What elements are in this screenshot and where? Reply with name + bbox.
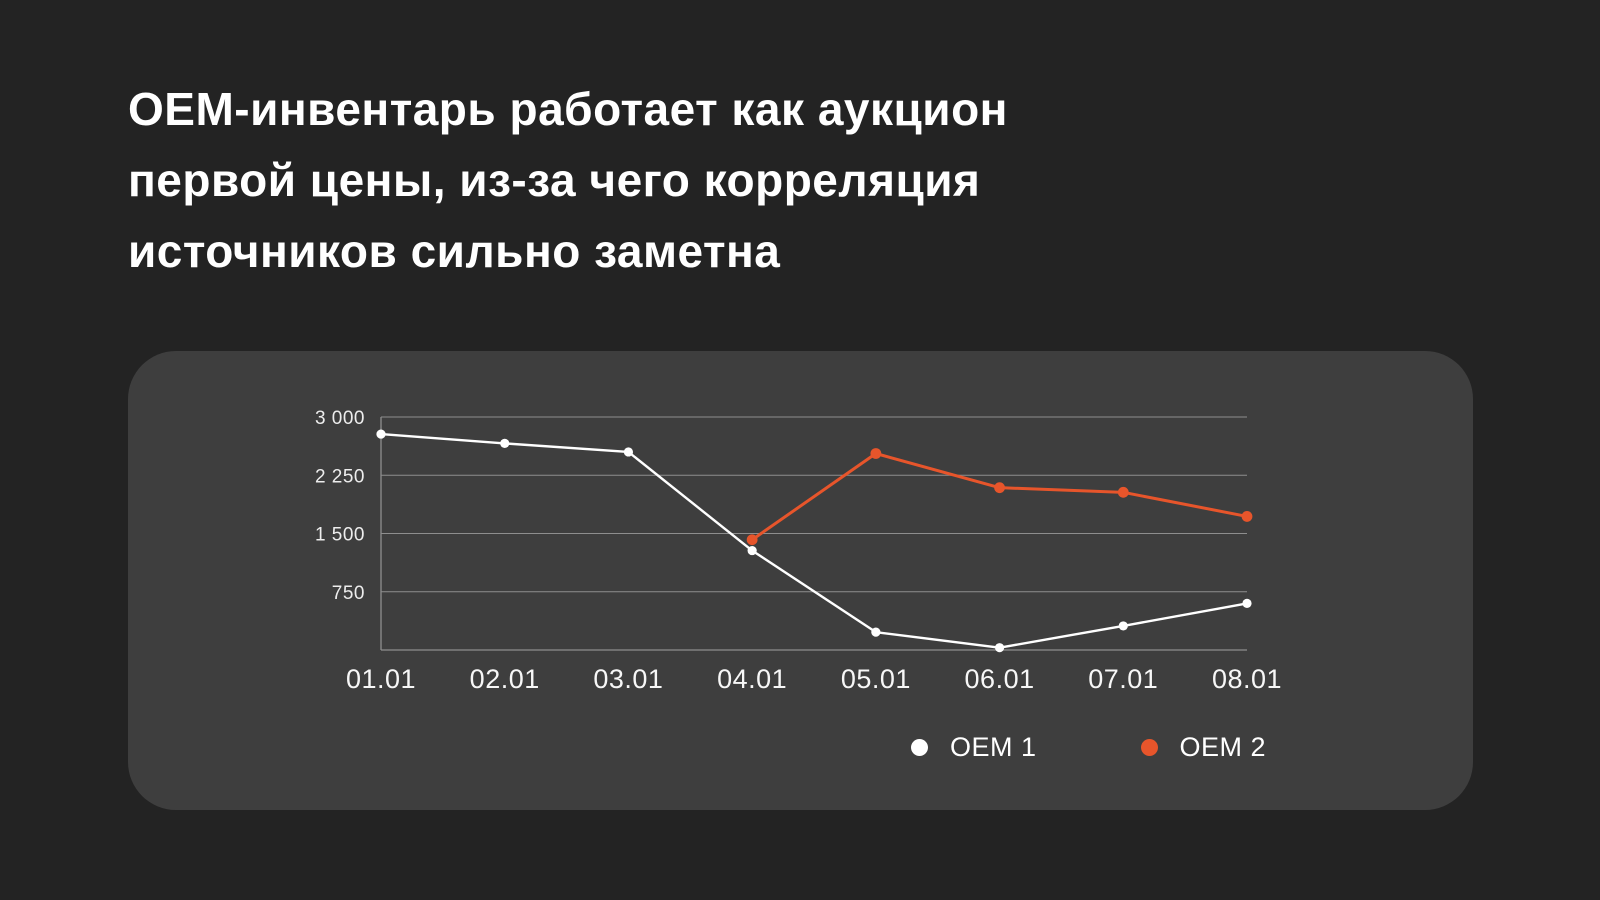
data-point-oem-2	[1241, 511, 1253, 522]
data-point-oem-2	[746, 534, 758, 546]
y-axis-tick-label: 750	[332, 583, 365, 604]
line-chart: 3 000 2 250 1 500 750 01.01 02.01 03.01 04.01 05…	[315, 408, 1282, 694]
data-point-oem-1	[1118, 621, 1128, 631]
legend-dot-oem-1-icon	[911, 739, 928, 756]
chart-legend: OEM 1 OEM 2	[911, 732, 1266, 763]
data-point-oem-2	[870, 448, 882, 459]
data-point-oem-1	[376, 429, 386, 439]
slide-title-line-2: первой цены, из-за чего корреляция	[128, 154, 981, 206]
data-point-oem-1	[994, 643, 1005, 653]
x-axis-tick-label: 03.01	[593, 664, 663, 694]
slide-title-line-3: источников сильно заметна	[128, 225, 781, 277]
y-axis-tick-label: 1 500	[315, 525, 365, 546]
x-axis-tick-label: 06.01	[965, 664, 1035, 694]
legend-label-oem-1: OEM 1	[950, 732, 1037, 762]
chart-card: 3 000 2 250 1 500 750 01.01 02.01 03.01 04.01 05…	[128, 351, 1473, 810]
data-point-oem-2	[1117, 486, 1129, 498]
x-axis-tick-label: 05.01	[841, 664, 911, 694]
x-axis-tick-label: 02.01	[470, 664, 540, 694]
x-axis-tick-label: 07.01	[1088, 664, 1158, 694]
x-axis-tick-label: 08.01	[1212, 664, 1282, 694]
slide-title: OEM-инвентарь работает как аукцион перво…	[128, 74, 1468, 287]
data-point-oem-1	[500, 438, 510, 449]
y-axis-tick-label: 2 250	[315, 466, 365, 487]
data-point-oem-1	[747, 545, 757, 556]
x-axis-tick-label: 01.01	[346, 664, 416, 694]
y-axis-tick-label: 3 000	[315, 408, 365, 429]
data-point-oem-1	[1242, 598, 1252, 608]
legend-dot-oem-2-icon	[1140, 739, 1158, 756]
legend-item-oem-2: OEM 2	[1140, 732, 1267, 763]
x-axis-tick-label: 04.01	[717, 664, 787, 694]
legend-label-oem-2: OEM 2	[1179, 732, 1267, 762]
data-point-oem-1	[623, 447, 634, 457]
series-line-oem-1	[379, 432, 1249, 649]
slide-title-line-1: OEM-инвентарь работает как аукцион	[128, 83, 1008, 135]
series-line-oem-2	[750, 452, 1249, 542]
data-point-oem-1	[871, 627, 881, 637]
data-point-oem-2	[994, 482, 1005, 494]
legend-item-oem-1: OEM 1	[911, 732, 1037, 763]
